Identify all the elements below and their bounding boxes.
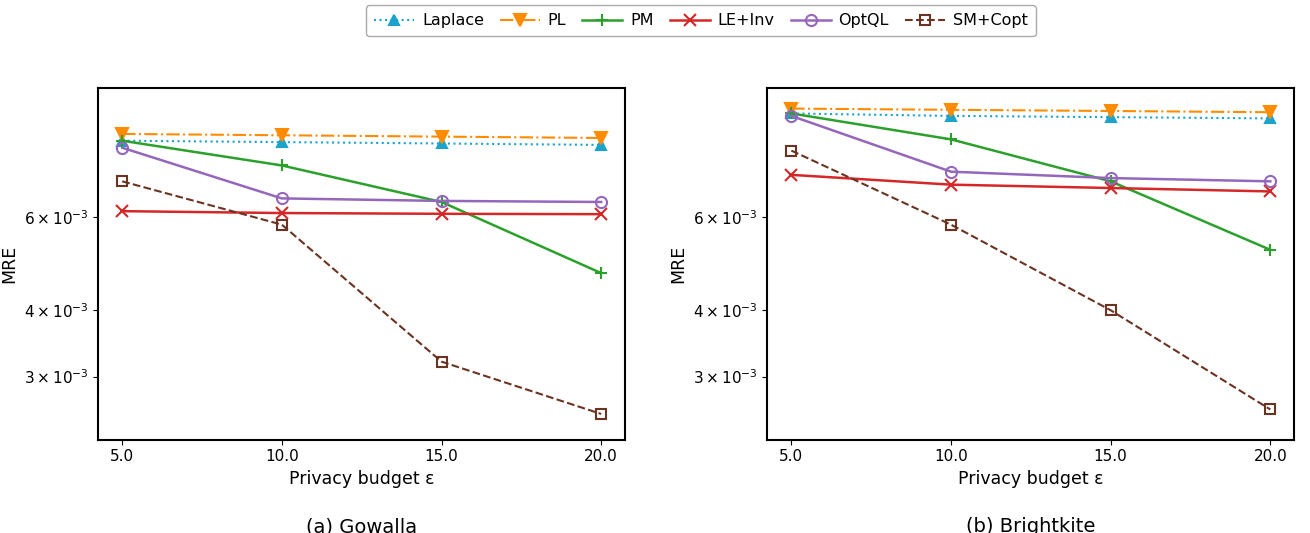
- Line: LE+Inv: LE+Inv: [785, 168, 1276, 198]
- Laplace: [434, 140, 449, 147]
- Line: Laplace: Laplace: [118, 136, 605, 149]
- Legend: Laplace, PL, PM, LE+Inv, OptQL, SM+Copt: Laplace, PL, PM, LE+Inv, OptQL, SM+Copt: [365, 5, 1036, 36]
- OptQL: [1103, 175, 1119, 181]
- LE+Inv: [593, 211, 609, 217]
- SM+Copt: [1103, 307, 1119, 313]
- PM: [943, 136, 959, 142]
- Laplace: [274, 139, 290, 146]
- SM+Copt: [1263, 406, 1279, 413]
- OptQL: [943, 168, 959, 175]
- Line: SM+Copt: SM+Copt: [786, 146, 1275, 414]
- Line: PM: PM: [785, 107, 1276, 256]
- SM+Copt: [274, 221, 290, 228]
- PL: [1263, 109, 1279, 116]
- Text: (a) Gowalla: (a) Gowalla: [307, 517, 418, 533]
- LE+Inv: [783, 172, 799, 178]
- LE+Inv: [943, 181, 959, 188]
- Laplace: [593, 142, 609, 148]
- PM: [593, 270, 609, 276]
- PL: [114, 131, 130, 137]
- PM: [783, 110, 799, 117]
- Line: Laplace: Laplace: [787, 109, 1275, 123]
- PL: [943, 107, 959, 113]
- Laplace: [943, 112, 959, 119]
- Line: SM+Copt: SM+Copt: [118, 176, 607, 419]
- OptQL: [434, 198, 449, 204]
- Laplace: [1103, 114, 1119, 120]
- PL: [274, 132, 290, 139]
- Y-axis label: MRE: MRE: [669, 245, 688, 283]
- LE+Inv: [1103, 185, 1119, 191]
- OptQL: [114, 144, 130, 151]
- Laplace: [114, 138, 130, 144]
- SM+Copt: [943, 221, 959, 228]
- Text: (b) Brightkite: (b) Brightkite: [967, 517, 1095, 533]
- OptQL: [593, 199, 609, 205]
- X-axis label: Privacy budget ε: Privacy budget ε: [958, 470, 1103, 488]
- Line: OptQL: OptQL: [786, 110, 1276, 187]
- LE+Inv: [434, 211, 449, 217]
- Line: PM: PM: [117, 134, 608, 279]
- SM+Copt: [114, 178, 130, 184]
- OptQL: [1263, 178, 1279, 184]
- SM+Copt: [593, 411, 609, 417]
- OptQL: [783, 112, 799, 119]
- Line: PL: PL: [117, 128, 607, 143]
- PM: [114, 138, 130, 144]
- Laplace: [1263, 115, 1279, 122]
- Y-axis label: MRE: MRE: [0, 245, 18, 283]
- LE+Inv: [1263, 188, 1279, 195]
- PL: [593, 135, 609, 141]
- PM: [1103, 178, 1119, 184]
- LE+Inv: [274, 210, 290, 216]
- SM+Copt: [434, 359, 449, 365]
- PL: [783, 106, 799, 112]
- Laplace: [783, 110, 799, 117]
- PM: [274, 162, 290, 168]
- Line: OptQL: OptQL: [117, 142, 607, 207]
- PL: [434, 133, 449, 140]
- OptQL: [274, 195, 290, 201]
- PL: [1103, 108, 1119, 114]
- Line: PL: PL: [786, 103, 1276, 118]
- LE+Inv: [114, 208, 130, 214]
- SM+Copt: [783, 148, 799, 154]
- PM: [434, 199, 449, 205]
- PM: [1263, 247, 1279, 253]
- Line: LE+Inv: LE+Inv: [117, 205, 608, 221]
- X-axis label: Privacy budget ε: Privacy budget ε: [290, 470, 435, 488]
